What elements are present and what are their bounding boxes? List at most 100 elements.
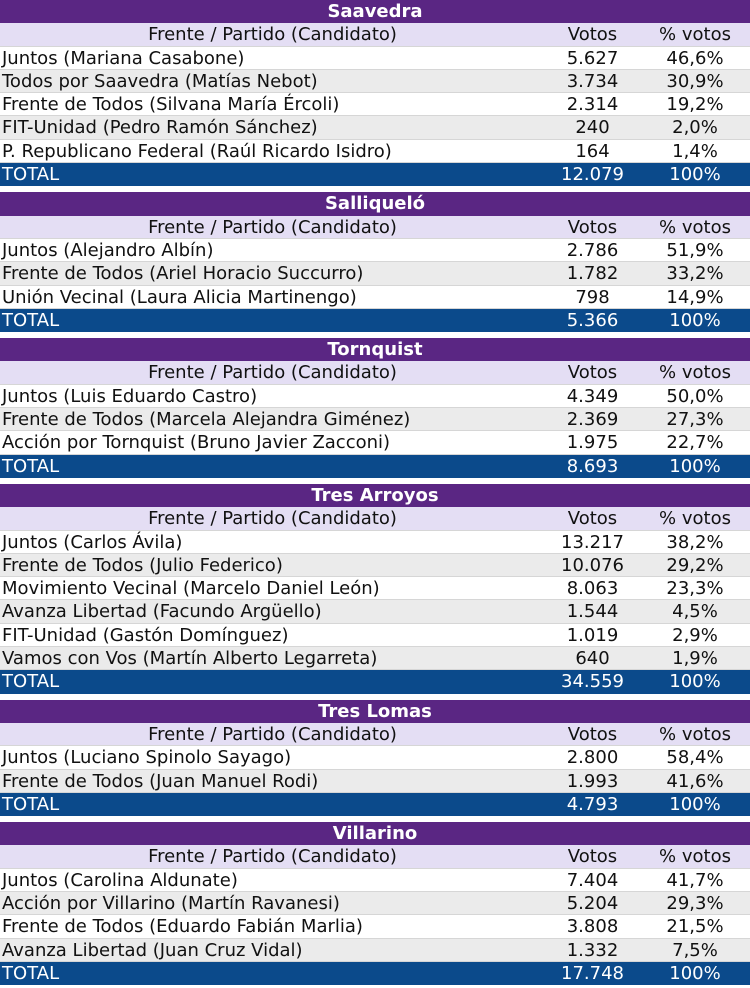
district-table: Villarino Frente / Partido (Candidato) Vot… <box>0 822 750 986</box>
name-cell: Frente / Partido (Candidato) <box>148 846 397 868</box>
name-cell: TOTAL <box>2 793 60 815</box>
votes-cell: 10.076 <box>561 554 624 576</box>
header-row: Frente / Partido (Candidato) Votos % votos <box>0 215 750 239</box>
result-row: Juntos (Carlos Ávila) 13.217 38,2% <box>0 531 750 554</box>
percent-cell: 23,3% <box>666 578 724 600</box>
votes-cell: 640 <box>575 648 610 670</box>
district-title: Tornquist <box>0 338 750 362</box>
name-cell: TOTAL <box>2 962 60 984</box>
name-cell: Frente de Todos (Silvana María Ércoli) <box>2 94 340 116</box>
percent-cell: 4,5% <box>672 601 718 623</box>
name-cell: Frente / Partido (Candidato) <box>148 723 397 745</box>
result-row: Frente de Todos (Silvana María Ércoli) 2.… <box>0 93 750 117</box>
district-table: Saavedra Frente / Partido (Candidato) Voto… <box>0 0 750 187</box>
name-cell: Unión Vecinal (Laura Alicia Martinengo) <box>2 286 357 308</box>
name-cell: TOTAL <box>2 309 60 331</box>
votes-cell: 5.204 <box>566 892 619 914</box>
votes-cell: 2.369 <box>566 409 619 431</box>
votes-cell: 1.782 <box>566 263 619 285</box>
percent-cell: 50,0% <box>666 385 724 407</box>
name-cell: Movimiento Vecinal (Marcelo Daniel León) <box>2 578 380 600</box>
district-table: Tornquist Frente / Partido (Candidato) Vot… <box>0 338 750 478</box>
votes-cell: 240 <box>575 117 610 139</box>
total-row: TOTAL 12.079 100% <box>0 163 750 187</box>
percent-cell: % votos <box>659 508 731 530</box>
result-row: Unión Vecinal (Laura Alicia Martinengo) 7… <box>0 286 750 309</box>
result-row: Frente de Todos (Julio Federico) 10.076 29… <box>0 553 750 578</box>
name-cell: Juntos (Alejandro Albín) <box>2 239 214 261</box>
name-cell: Frente de Todos (Ariel Horacio Succurro) <box>2 263 364 285</box>
votes-cell: Votos <box>567 723 618 745</box>
district-title: Tres Lomas <box>0 699 750 723</box>
votes-cell: 7.404 <box>566 869 619 891</box>
percent-cell: 100% <box>669 164 721 186</box>
percent-cell: 41,7% <box>666 869 724 891</box>
name-cell: FIT-Unidad (Gastón Domínguez) <box>2 624 289 646</box>
votes-cell: 8.063 <box>566 578 619 600</box>
percent-cell: 100% <box>669 455 721 477</box>
header-row: Frente / Partido (Candidato) Votos % votos <box>0 507 750 531</box>
votes-cell: 2.314 <box>566 94 619 116</box>
result-row: Frente de Todos (Eduardo Fabián Marlia) 3… <box>0 915 750 939</box>
percent-cell: 30,9% <box>666 70 724 92</box>
percent-cell: 51,9% <box>666 239 724 261</box>
name-cell: Juntos (Carlos Ávila) <box>2 531 183 553</box>
votes-cell: Votos <box>567 362 618 384</box>
name-cell: Acción por Villarino (Martín Ravanesi) <box>2 892 340 914</box>
total-row: TOTAL 34.559 100% <box>0 670 750 694</box>
district-title: Villarino <box>0 822 750 846</box>
result-row: Juntos (Alejandro Albín) 2.786 51,9% <box>0 239 750 263</box>
district-table: Salliqueló Frente / Partido (Candidato) Vo… <box>0 192 750 333</box>
percent-cell: 2,9% <box>672 624 718 646</box>
percent-cell: 100% <box>669 309 721 331</box>
name-cell: TOTAL <box>2 455 60 477</box>
votes-cell: 1.019 <box>566 624 619 646</box>
district-title: Tres Arroyos <box>0 483 750 508</box>
name-cell: Avanza Libertad (Juan Cruz Vidal) <box>2 939 303 961</box>
votes-cell: 1.993 <box>566 770 619 792</box>
name-cell: Frente de Todos (Marcela Alejandra Gimén… <box>2 409 411 431</box>
result-row: FIT-Unidad (Gastón Domínguez) 1.019 2,9% <box>0 624 750 648</box>
name-cell: Juntos (Luciano Spinolo Sayago) <box>2 747 292 769</box>
result-row: Frente de Todos (Marcela Alejandra Gimén… <box>0 408 750 432</box>
votes-cell: 2.786 <box>566 239 619 261</box>
votes-cell: 8.693 <box>566 455 619 477</box>
percent-cell: 100% <box>669 671 721 693</box>
result-row: Juntos (Mariana Casabone) 5.627 46,6% <box>0 47 750 70</box>
district-table: Tres Lomas Frente / Partido (Candidato) Vo… <box>0 699 750 817</box>
votes-cell: Votos <box>567 24 618 46</box>
name-cell: Todos por Saavedra (Matías Nebot) <box>2 70 318 92</box>
result-row: FIT-Unidad (Pedro Ramón Sánchez) 240 2,0% <box>0 116 750 140</box>
percent-cell: 33,2% <box>666 263 724 285</box>
percent-cell: 1,9% <box>672 648 718 670</box>
district-title: Saavedra <box>0 0 750 24</box>
name-cell: Frente de Todos (Eduardo Fabián Marlia) <box>2 916 363 938</box>
name-cell: Frente / Partido (Candidato) <box>148 24 397 46</box>
percent-cell: 29,3% <box>666 892 724 914</box>
name-cell: Acción por Tornquist (Bruno Javier Zacco… <box>2 432 391 454</box>
name-cell: Frente de Todos (Julio Federico) <box>2 554 283 576</box>
votes-cell: Votos <box>567 216 618 238</box>
votes-cell: Votos <box>567 508 618 530</box>
votes-cell: 17.748 <box>561 962 624 984</box>
name-cell: Juntos (Luis Eduardo Castro) <box>2 385 258 407</box>
percent-cell: 7,5% <box>672 939 718 961</box>
percent-cell: 14,9% <box>666 286 724 308</box>
votes-cell: 1.332 <box>566 939 619 961</box>
percent-cell: % votos <box>659 216 731 238</box>
result-row: Frente de Todos (Juan Manuel Rodi) 1.993 4… <box>0 769 750 793</box>
percent-cell: 21,5% <box>666 916 724 938</box>
votes-cell: 4.349 <box>566 385 619 407</box>
percent-cell: 1,4% <box>672 140 718 162</box>
name-cell: P. Republicano Federal (Raúl Ricardo Isi… <box>2 140 392 162</box>
result-row: Movimiento Vecinal (Marcelo Daniel León)… <box>0 577 750 601</box>
total-row: TOTAL 5.366 100% <box>0 308 750 333</box>
name-cell: FIT-Unidad (Pedro Ramón Sánchez) <box>2 117 318 139</box>
percent-cell: 41,6% <box>666 770 724 792</box>
result-row: P. Republicano Federal (Raúl Ricardo Isi… <box>0 140 750 164</box>
percent-cell: 2,0% <box>672 117 718 139</box>
header-row: Frente / Partido (Candidato) Votos % votos <box>0 845 750 869</box>
total-row: TOTAL 4.793 100% <box>0 792 750 817</box>
name-cell: Frente / Partido (Candidato) <box>148 362 397 384</box>
votes-cell: 3.734 <box>566 70 619 92</box>
